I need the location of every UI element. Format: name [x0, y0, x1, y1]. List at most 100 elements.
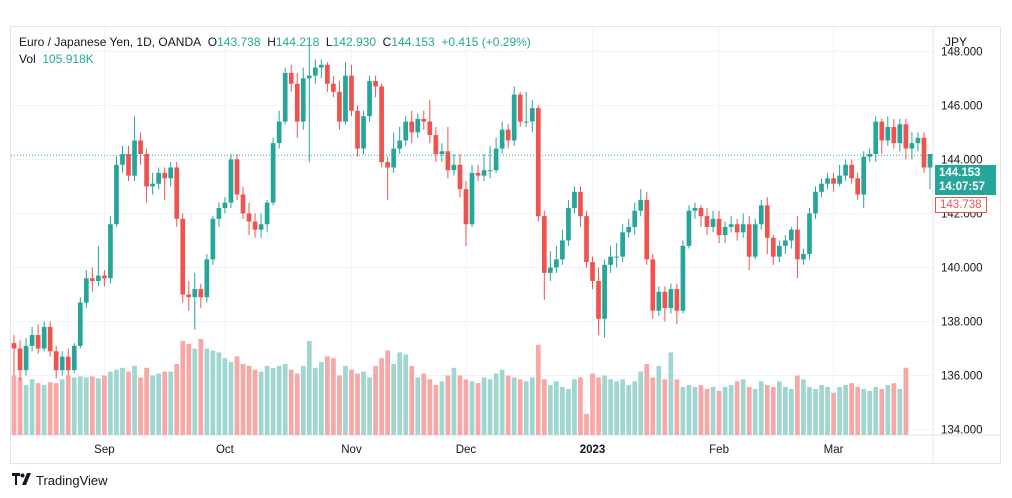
volume-bar — [801, 379, 806, 435]
candle-body — [849, 164, 854, 179]
volume-bar — [445, 375, 451, 435]
candle-body — [789, 229, 794, 241]
candle-body — [264, 202, 270, 225]
volume-bar — [318, 362, 324, 435]
volume-bar — [17, 377, 23, 435]
candle-body — [463, 189, 469, 225]
candle-body — [11, 343, 17, 349]
candle-body — [439, 151, 445, 154]
volume-bar — [156, 373, 161, 435]
last-price-tag: 144.153 14:07:57 — [935, 165, 996, 195]
candle-body — [499, 129, 505, 149]
volume-bar — [258, 371, 264, 435]
candle-body — [728, 224, 734, 227]
candle-body — [132, 140, 137, 176]
candle-body — [120, 153, 125, 165]
candle-body — [361, 116, 366, 149]
volume-bar — [728, 385, 734, 435]
legend-close-label: C — [382, 35, 392, 49]
volume-bar — [421, 373, 427, 435]
volume-bar — [294, 373, 300, 435]
candle-body — [921, 137, 927, 168]
candle-body — [505, 129, 511, 141]
candle-body — [312, 67, 318, 76]
candle-body — [776, 245, 782, 257]
candle-body — [331, 83, 336, 92]
candle-body — [138, 140, 143, 154]
candle-body — [602, 264, 607, 319]
x-tick-label: Sep — [94, 444, 114, 456]
candle-body — [421, 118, 427, 122]
candle-body — [698, 208, 704, 217]
volume-bar — [584, 413, 589, 435]
volume-bar — [547, 385, 553, 435]
volume-bar — [252, 369, 258, 435]
candle-body — [927, 153, 933, 168]
tradingview-brand[interactable]: TradingView — [12, 472, 108, 488]
legend-low-label: L — [325, 35, 333, 49]
volume-bar — [391, 363, 397, 435]
candle-body — [162, 172, 168, 179]
candle-body — [276, 121, 282, 144]
volume-bar — [312, 367, 318, 435]
volume-bar — [499, 369, 505, 435]
candle-body — [855, 178, 861, 195]
candle-body — [644, 199, 650, 260]
candle-body — [409, 121, 415, 133]
volume-bar — [535, 344, 541, 435]
volume-bar — [758, 381, 764, 435]
volume-bar — [35, 383, 41, 435]
chart-panel[interactable]: 148.000 146.000 144.000 142.000 140.000 138.0… — [10, 26, 1001, 464]
volume-bar — [367, 377, 372, 435]
candle-body — [493, 148, 499, 171]
candle-body — [108, 224, 113, 279]
legend-vol-label[interactable]: Vol — [19, 52, 36, 66]
volume-bar — [843, 385, 848, 435]
candlestick-chart[interactable]: 148.000146.000144.000142.000140.000138.0… — [11, 27, 1001, 464]
volume-bar — [626, 385, 632, 435]
tradingview-logo-icon — [12, 472, 32, 488]
volume-bar — [776, 381, 782, 435]
candle-body — [523, 121, 529, 123]
volume-bar — [795, 375, 800, 435]
candle-body — [734, 224, 740, 233]
candle-body — [873, 121, 879, 154]
volume-bar — [96, 378, 101, 435]
legend-low-value: 142.930 — [332, 35, 376, 49]
candle-body — [819, 183, 824, 192]
candle-body — [403, 121, 409, 141]
x-tick-label: Oct — [216, 444, 235, 456]
candle-body — [704, 216, 710, 227]
volume-bar — [590, 373, 595, 435]
volume-bar — [397, 352, 403, 435]
open-price-tag: 143.738 — [935, 197, 987, 213]
volume-bar — [451, 367, 457, 435]
candle-body — [83, 278, 89, 303]
legend-symbol[interactable]: Euro / Japanese Yen, 1D, OANDA — [19, 35, 202, 49]
candles — [11, 40, 933, 381]
volume-bar — [783, 387, 788, 435]
volume-bar — [517, 379, 523, 435]
volume-bar — [385, 350, 390, 435]
volume-bar — [403, 354, 409, 435]
candle-body — [445, 151, 451, 171]
volume-bar — [276, 365, 282, 435]
x-tick-label: Dec — [456, 444, 477, 456]
candle-body — [71, 345, 77, 371]
candle-body — [481, 170, 487, 176]
volume-bar — [903, 367, 909, 435]
candle-body — [885, 126, 891, 141]
volume-bar — [813, 388, 818, 435]
volume-bar — [529, 377, 535, 435]
legend-high-value: 144.218 — [275, 35, 320, 49]
volume-bar — [270, 367, 276, 435]
volume-bar — [23, 385, 29, 435]
candle-body — [608, 256, 613, 265]
volume-bar — [487, 379, 493, 435]
volume-bar — [740, 379, 746, 435]
candle-body — [35, 335, 41, 349]
volume-bar — [180, 340, 186, 435]
x-tick-label: Mar — [824, 444, 844, 456]
candle-body — [511, 94, 517, 141]
candle-body — [686, 210, 692, 246]
